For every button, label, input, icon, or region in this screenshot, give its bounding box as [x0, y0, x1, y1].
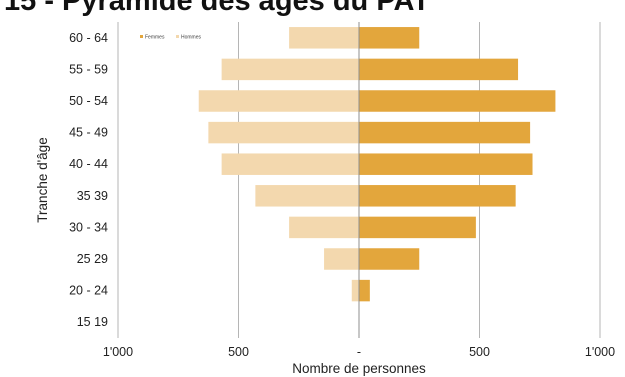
y-tick-label: 40 - 44	[69, 157, 108, 171]
bar-hommes	[289, 216, 359, 239]
bar-hommes	[198, 90, 359, 112]
chart-title: 15 - Pyramide des âges du PAT	[4, 0, 431, 17]
x-tick-label: 500	[469, 345, 490, 359]
bar-hommes	[289, 27, 359, 49]
x-tick-label: 1'000	[585, 345, 615, 359]
x-tick-label: -	[357, 345, 361, 359]
axes: 60 - 64 55 - 59 50 - 54 45 - 49 40 - 44 35 39…	[35, 22, 615, 376]
legend-label-femmes: Femmes	[145, 35, 165, 41]
y-tick-label: 25 29	[77, 252, 108, 266]
bar-femmes	[359, 121, 531, 144]
x-tick-label: 500	[228, 345, 249, 359]
legend-label-hommes: Hommes	[181, 35, 202, 41]
legend-swatch-femmes	[140, 35, 143, 38]
bar-femmes	[359, 279, 370, 302]
bar-femmes	[359, 27, 420, 49]
bar-femmes	[359, 216, 476, 239]
bar-hommes	[255, 185, 359, 207]
y-tick-label: 60 - 64	[69, 31, 108, 45]
bar-hommes	[221, 153, 359, 175]
bar-hommes	[324, 248, 359, 270]
bar-femmes	[359, 58, 519, 81]
bar-femmes	[359, 90, 556, 112]
legend: Femmes Hommes	[140, 35, 202, 41]
bar-femmes	[359, 153, 533, 175]
bar-hommes	[208, 121, 359, 144]
y-tick-label: 50 - 54	[69, 94, 108, 108]
bar-femmes	[359, 185, 516, 207]
bar-femmes	[359, 248, 420, 270]
y-tick-label: 20 - 24	[69, 284, 108, 298]
bar-hommes	[221, 58, 359, 81]
bar-hommes	[351, 279, 359, 302]
y-tick-label: 55 - 59	[69, 62, 108, 76]
x-axis-title: Nombre de personnes	[292, 361, 426, 376]
bars	[198, 27, 556, 302]
legend-swatch-hommes	[176, 35, 179, 38]
y-tick-label: 35 39	[77, 189, 108, 203]
y-tick-label: 15 19	[77, 315, 108, 329]
y-tick-label: 30 - 34	[69, 220, 108, 234]
y-tick-label: 45 - 49	[69, 126, 108, 140]
y-axis-title: Tranche d'âge	[35, 137, 50, 222]
x-tick-label: 1'000	[103, 345, 133, 359]
